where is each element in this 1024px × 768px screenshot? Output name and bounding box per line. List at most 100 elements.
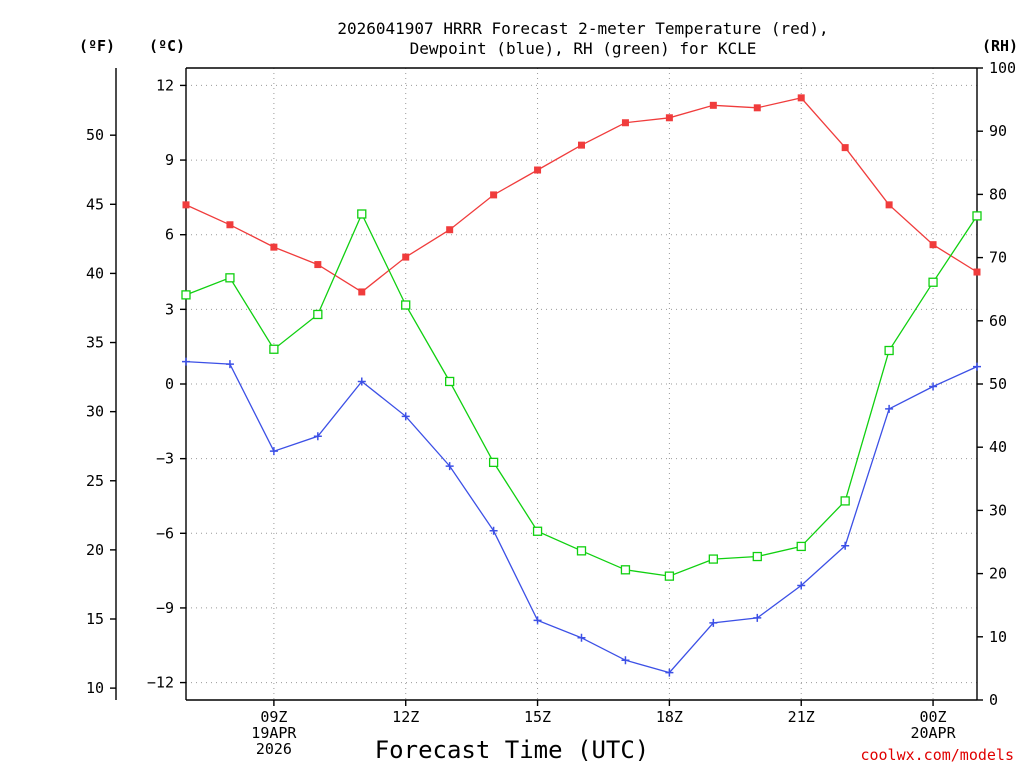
2-meter-temperature-point <box>446 226 454 234</box>
x-tick-label: 20APR <box>910 724 956 742</box>
2-meter-temperature-point <box>270 243 278 251</box>
relative-humidity-point <box>181 290 191 300</box>
rh-tick-label: 30 <box>989 501 1007 519</box>
celsius-tick-label: 12 <box>156 76 174 94</box>
relative-humidity-point <box>445 376 455 387</box>
x-tick-label: 19APR <box>251 724 297 742</box>
relative-humidity-point <box>840 496 850 506</box>
rh-unit-label: (RH) <box>982 37 1018 55</box>
2-meter-temperature-point <box>973 268 981 276</box>
relative-humidity-point <box>664 571 675 581</box>
relative-humidity-point <box>620 565 631 575</box>
2-meter-temperature-point <box>226 221 234 229</box>
rh-tick-label: 60 <box>989 312 1007 330</box>
axes: 129630−3−6−9−125045403530252015101009080… <box>86 59 1016 709</box>
2-meter-temperature-point <box>797 94 805 102</box>
dewpoint-point <box>533 616 542 625</box>
relative-humidity-point <box>401 300 411 310</box>
fahrenheit-tick-label: 45 <box>86 195 104 213</box>
relative-humidity-point <box>752 551 762 562</box>
dewpoint-point <box>929 382 938 391</box>
2-meter-temperature-point <box>621 119 629 127</box>
dewpoint-point <box>885 404 894 413</box>
fahrenheit-tick-label: 35 <box>86 334 104 352</box>
rh-tick-label: 100 <box>989 59 1016 77</box>
x-tick-label: 12Z <box>392 708 419 726</box>
x-tick-label: 09Z <box>260 708 287 726</box>
fahrenheit-tick-label: 10 <box>86 679 104 697</box>
dewpoint-point <box>313 432 322 441</box>
dewpoint-point <box>489 526 498 535</box>
relative-humidity-point <box>972 211 982 221</box>
chart-title-line2: Dewpoint (blue), RH (green) for KCLE <box>410 39 757 58</box>
rh-tick-label: 10 <box>989 628 1007 646</box>
rh-tick-label: 0 <box>989 691 998 709</box>
relative-humidity-point <box>708 554 718 564</box>
dewpoint-point <box>973 362 981 371</box>
x-axis-title: Forecast Time (UTC) <box>375 736 650 764</box>
x-tick-label: 18Z <box>656 708 683 726</box>
dewpoint-point <box>841 541 850 550</box>
dewpoint-point <box>577 633 586 642</box>
fahrenheit-tick-label: 40 <box>86 264 104 282</box>
x-tick-label: 15Z <box>524 708 551 726</box>
dewpoint-point <box>621 656 630 665</box>
fahrenheit-unit-label: (ºF) <box>79 37 115 55</box>
2-meter-temperature-point <box>578 141 585 149</box>
rh-tick-label: 20 <box>989 565 1007 583</box>
2-meter-temperature-point <box>885 201 893 209</box>
relative-humidity-point <box>357 209 367 219</box>
celsius-tick-label: 3 <box>165 300 174 318</box>
x-tick-label: 2026 <box>256 740 292 758</box>
2-meter-temperature-point <box>753 104 761 112</box>
x-tick-label: 00Z <box>920 708 947 726</box>
dewpoint-point <box>665 668 674 677</box>
relative-humidity-point <box>269 344 279 354</box>
dewpoint-point <box>797 581 806 590</box>
fahrenheit-tick-label: 15 <box>86 610 104 628</box>
2-meter-temperature-point <box>182 201 190 209</box>
relative-humidity-point <box>796 541 806 552</box>
celsius-tick-label: 9 <box>165 151 174 169</box>
dewpoint-point <box>753 613 762 622</box>
celsius-tick-label: 6 <box>165 226 174 244</box>
fahrenheit-tick-label: 25 <box>86 472 104 490</box>
celsius-tick-label: −9 <box>156 599 174 617</box>
fahrenheit-tick-label: 20 <box>86 541 104 559</box>
2-meter-temperature-point <box>402 253 410 261</box>
2-meter-temperature-point <box>314 261 322 269</box>
dewpoint-point <box>269 447 278 456</box>
rh-tick-label: 90 <box>989 122 1007 140</box>
celsius-tick-label: −6 <box>156 524 174 542</box>
x-tick-label: 21Z <box>788 708 815 726</box>
relative-humidity-point <box>576 546 587 556</box>
rh-tick-label: 70 <box>989 249 1007 267</box>
dewpoint-point <box>357 377 366 386</box>
rh-tick-label: 80 <box>989 185 1007 203</box>
relative-humidity-point <box>313 309 323 320</box>
2-meter-temperature-point <box>841 144 849 152</box>
celsius-tick-label: −12 <box>147 674 174 692</box>
relative-humidity-point <box>928 277 938 287</box>
relative-humidity-point <box>225 273 235 283</box>
relative-humidity-point <box>488 457 499 468</box>
2-meter-temperature-point <box>358 288 366 296</box>
2-meter-temperature-point <box>929 241 937 249</box>
2-meter-temperature-point <box>709 101 717 109</box>
relative-humidity-point <box>532 526 543 536</box>
celsius-unit-label: (ºC) <box>149 37 185 55</box>
2-meter-temperature-point <box>490 191 498 199</box>
dewpoint-point <box>401 412 410 421</box>
dewpoint-point <box>182 357 190 366</box>
celsius-tick-label: 0 <box>165 375 174 393</box>
celsius-tick-label: −3 <box>156 450 174 468</box>
dewpoint-point <box>709 618 718 627</box>
data-series <box>181 94 982 677</box>
rh-tick-label: 40 <box>989 438 1007 456</box>
2-meter-temperature-point <box>534 166 542 174</box>
dewpoint-point <box>445 462 454 471</box>
relative-humidity-point <box>884 345 894 356</box>
chart-title-line1: 2026041907 HRRR Forecast 2-meter Tempera… <box>337 19 828 38</box>
